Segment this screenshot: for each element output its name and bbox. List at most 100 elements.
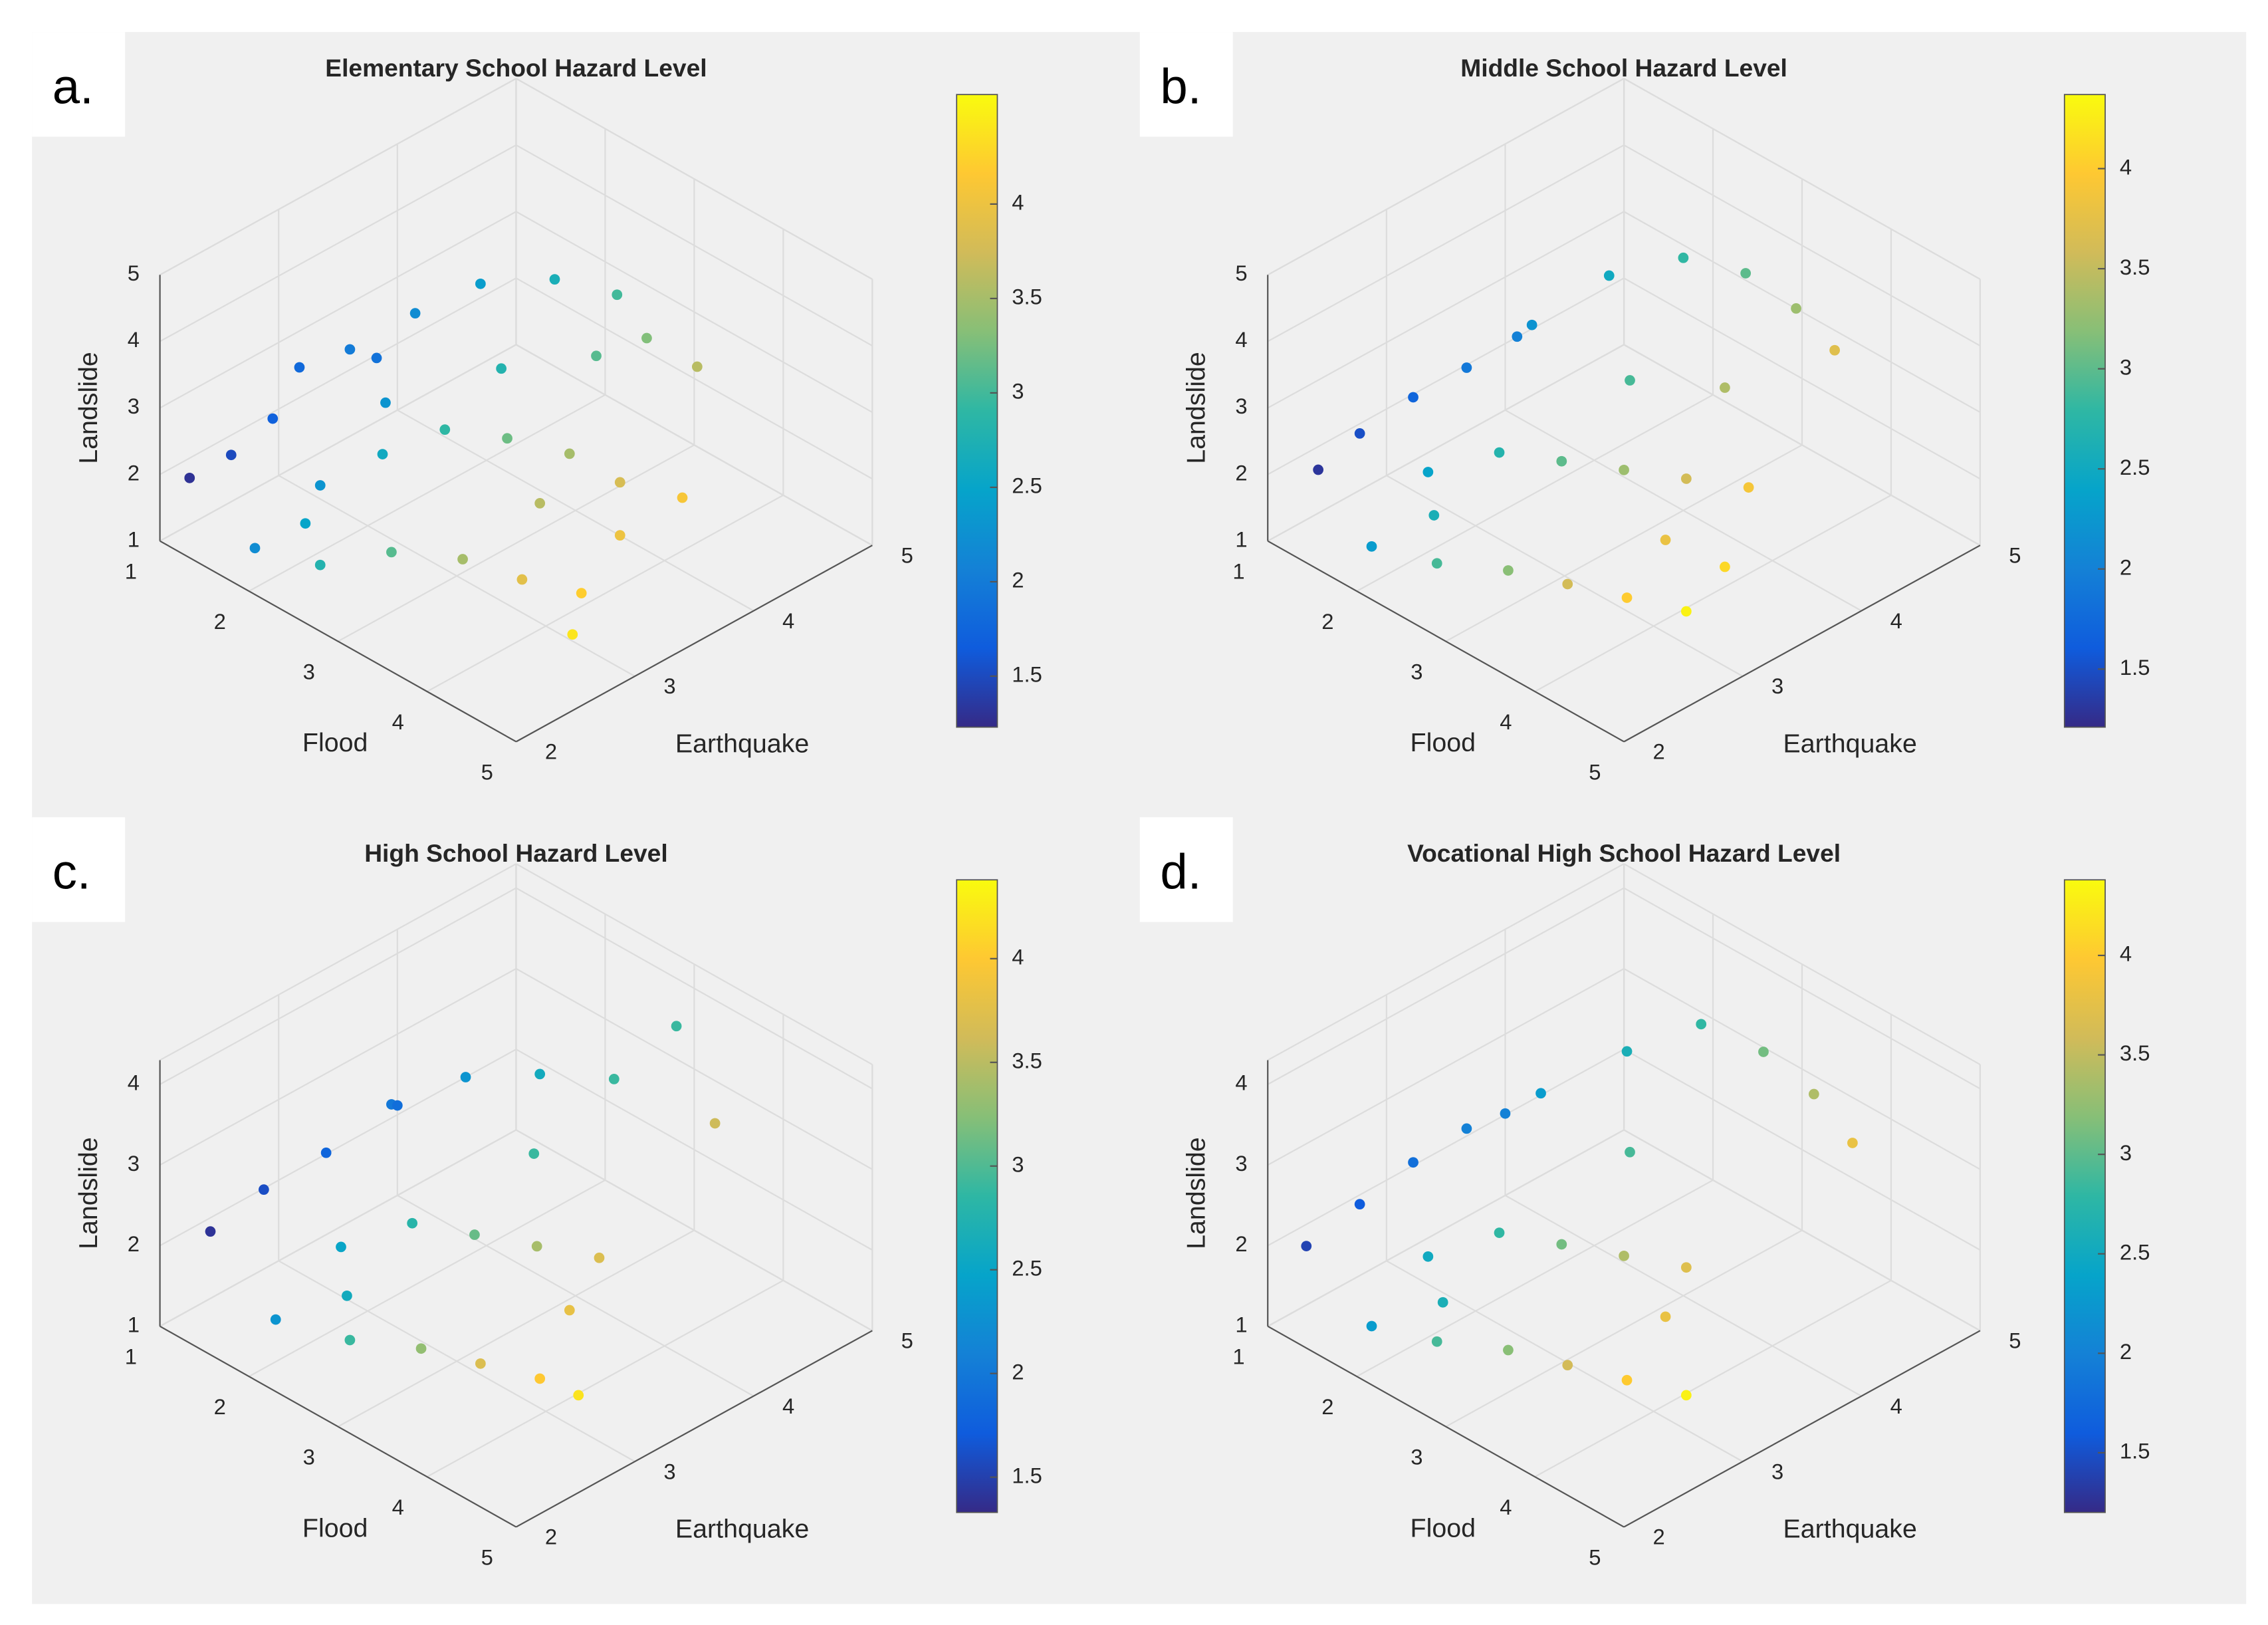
data-point (342, 1290, 352, 1301)
data-point (1625, 375, 1635, 386)
z-tick-label: 3 (128, 394, 140, 418)
data-point (1422, 1251, 1434, 1262)
box-edge (515, 78, 873, 280)
grid-line (515, 277, 873, 480)
z-tick-label: 1 (128, 1312, 140, 1336)
z-axis-label: Landslide (74, 1137, 103, 1249)
x-tick-label: 1 (125, 1344, 137, 1369)
data-point (344, 1334, 356, 1346)
panel: c. 1 2 3 4 5 2 3 4 5 1 2 3 4 Flood Earthquake Landslide 1… (32, 817, 1042, 1569)
grid-line (1534, 494, 1892, 692)
grid-line (1445, 1229, 1803, 1428)
x-tick-label: 2 (214, 609, 226, 634)
data-point (1603, 270, 1615, 281)
x-tick-label: 4 (1500, 1495, 1512, 1519)
z-axis-label: Landslide (1182, 1137, 1211, 1249)
data-point (496, 363, 507, 374)
data-point (1437, 1297, 1448, 1308)
z-axis-label: Landslide (74, 352, 103, 464)
y-axis (515, 545, 873, 743)
colorbar-tick-label: 2 (1012, 568, 1024, 592)
x-tick-label: 2 (1321, 609, 1333, 634)
z-tick-label: 1 (128, 527, 140, 551)
data-point (614, 477, 625, 488)
data-point (1556, 1239, 1567, 1250)
y-tick-label: 4 (782, 1394, 794, 1418)
colorbar-tick-label: 2.5 (2120, 1239, 2150, 1264)
grid-line (397, 409, 754, 612)
data-point (314, 480, 326, 491)
box-edge (160, 863, 516, 1061)
data-point (294, 362, 305, 373)
z-tick-label: 1 (1235, 527, 1247, 551)
x-axis-label: Flood (1411, 1513, 1476, 1543)
data-point (320, 1147, 332, 1158)
data-point (531, 1241, 542, 1252)
y-tick-label: 3 (1771, 674, 1783, 698)
data-point (1354, 428, 1365, 439)
colorbar-tick-label: 3 (1012, 379, 1024, 404)
x-tick-label: 4 (1500, 709, 1512, 734)
data-point (1696, 1019, 1707, 1030)
box-edge (160, 344, 516, 542)
box-edge (1267, 344, 1625, 542)
x-tick-label: 5 (481, 759, 493, 784)
data-point (1556, 455, 1567, 467)
colorbar-tick-label: 2.5 (1012, 473, 1042, 498)
x-tick-label: 2 (1321, 1394, 1333, 1419)
z-tick-label: 3 (1235, 1151, 1247, 1176)
colorbar-tick-label: 4 (2120, 154, 2132, 179)
z-tick-label: 1 (1235, 1312, 1247, 1336)
data-point (409, 308, 421, 319)
data-point (1619, 1250, 1629, 1261)
y-axis-label: Earthquake (1783, 729, 1917, 758)
colorbar-tick-label: 2.5 (2120, 455, 2150, 479)
colorbar-tick-label: 2.5 (1012, 1255, 1042, 1280)
z-tick-label: 4 (1235, 1070, 1247, 1095)
colorbar-tick-label: 3.5 (1012, 285, 1042, 309)
x-axis (1267, 540, 1625, 743)
y-tick-label: 2 (545, 1525, 557, 1549)
x-tick-label: 4 (392, 709, 404, 734)
data-point (184, 472, 195, 483)
x-tick-label: 4 (392, 1495, 404, 1519)
panel: d. 1 2 3 4 5 2 3 4 5 1 2 3 4 Flood Earthquake Landslide 1… (1139, 817, 2150, 1569)
data-point (573, 1390, 584, 1401)
data-point (1526, 319, 1537, 330)
data-point (534, 1068, 546, 1080)
data-point (475, 278, 486, 289)
box-edge (1267, 1129, 1625, 1327)
y-tick-label: 5 (901, 1328, 913, 1352)
data-point (1680, 1262, 1692, 1273)
data-point (516, 574, 528, 585)
grid-line (249, 394, 606, 592)
data-point (300, 518, 311, 529)
z-tick-label: 5 (1235, 261, 1247, 285)
data-point (1619, 464, 1629, 475)
data-point (612, 289, 623, 301)
grid-line (160, 144, 516, 342)
chart-title: High School Hazard Level (364, 839, 667, 867)
data-point (1503, 1344, 1514, 1356)
colorbar-tick-label: 3 (1012, 1152, 1024, 1176)
colorbar-tick-label: 1.5 (2120, 1439, 2150, 1463)
grid-line (426, 1279, 784, 1478)
data-point (614, 530, 625, 541)
grid-line (1504, 1194, 1862, 1397)
data-point (564, 1305, 575, 1316)
colorbar-tick-label: 3.5 (2120, 255, 2150, 279)
data-point (1808, 1088, 1819, 1100)
box-edge (515, 344, 873, 547)
x-tick-label: 3 (303, 659, 315, 684)
box-edge (160, 1129, 516, 1327)
panel-label-background (32, 32, 126, 137)
data-point (1680, 1390, 1692, 1401)
grid-line (160, 887, 516, 1085)
grid-line (1623, 967, 1981, 1170)
z-tick-label: 2 (128, 1231, 140, 1256)
data-point (1678, 252, 1689, 263)
panel-label: c. (53, 844, 91, 899)
grid-line (515, 144, 873, 346)
grid-line (1445, 444, 1803, 642)
